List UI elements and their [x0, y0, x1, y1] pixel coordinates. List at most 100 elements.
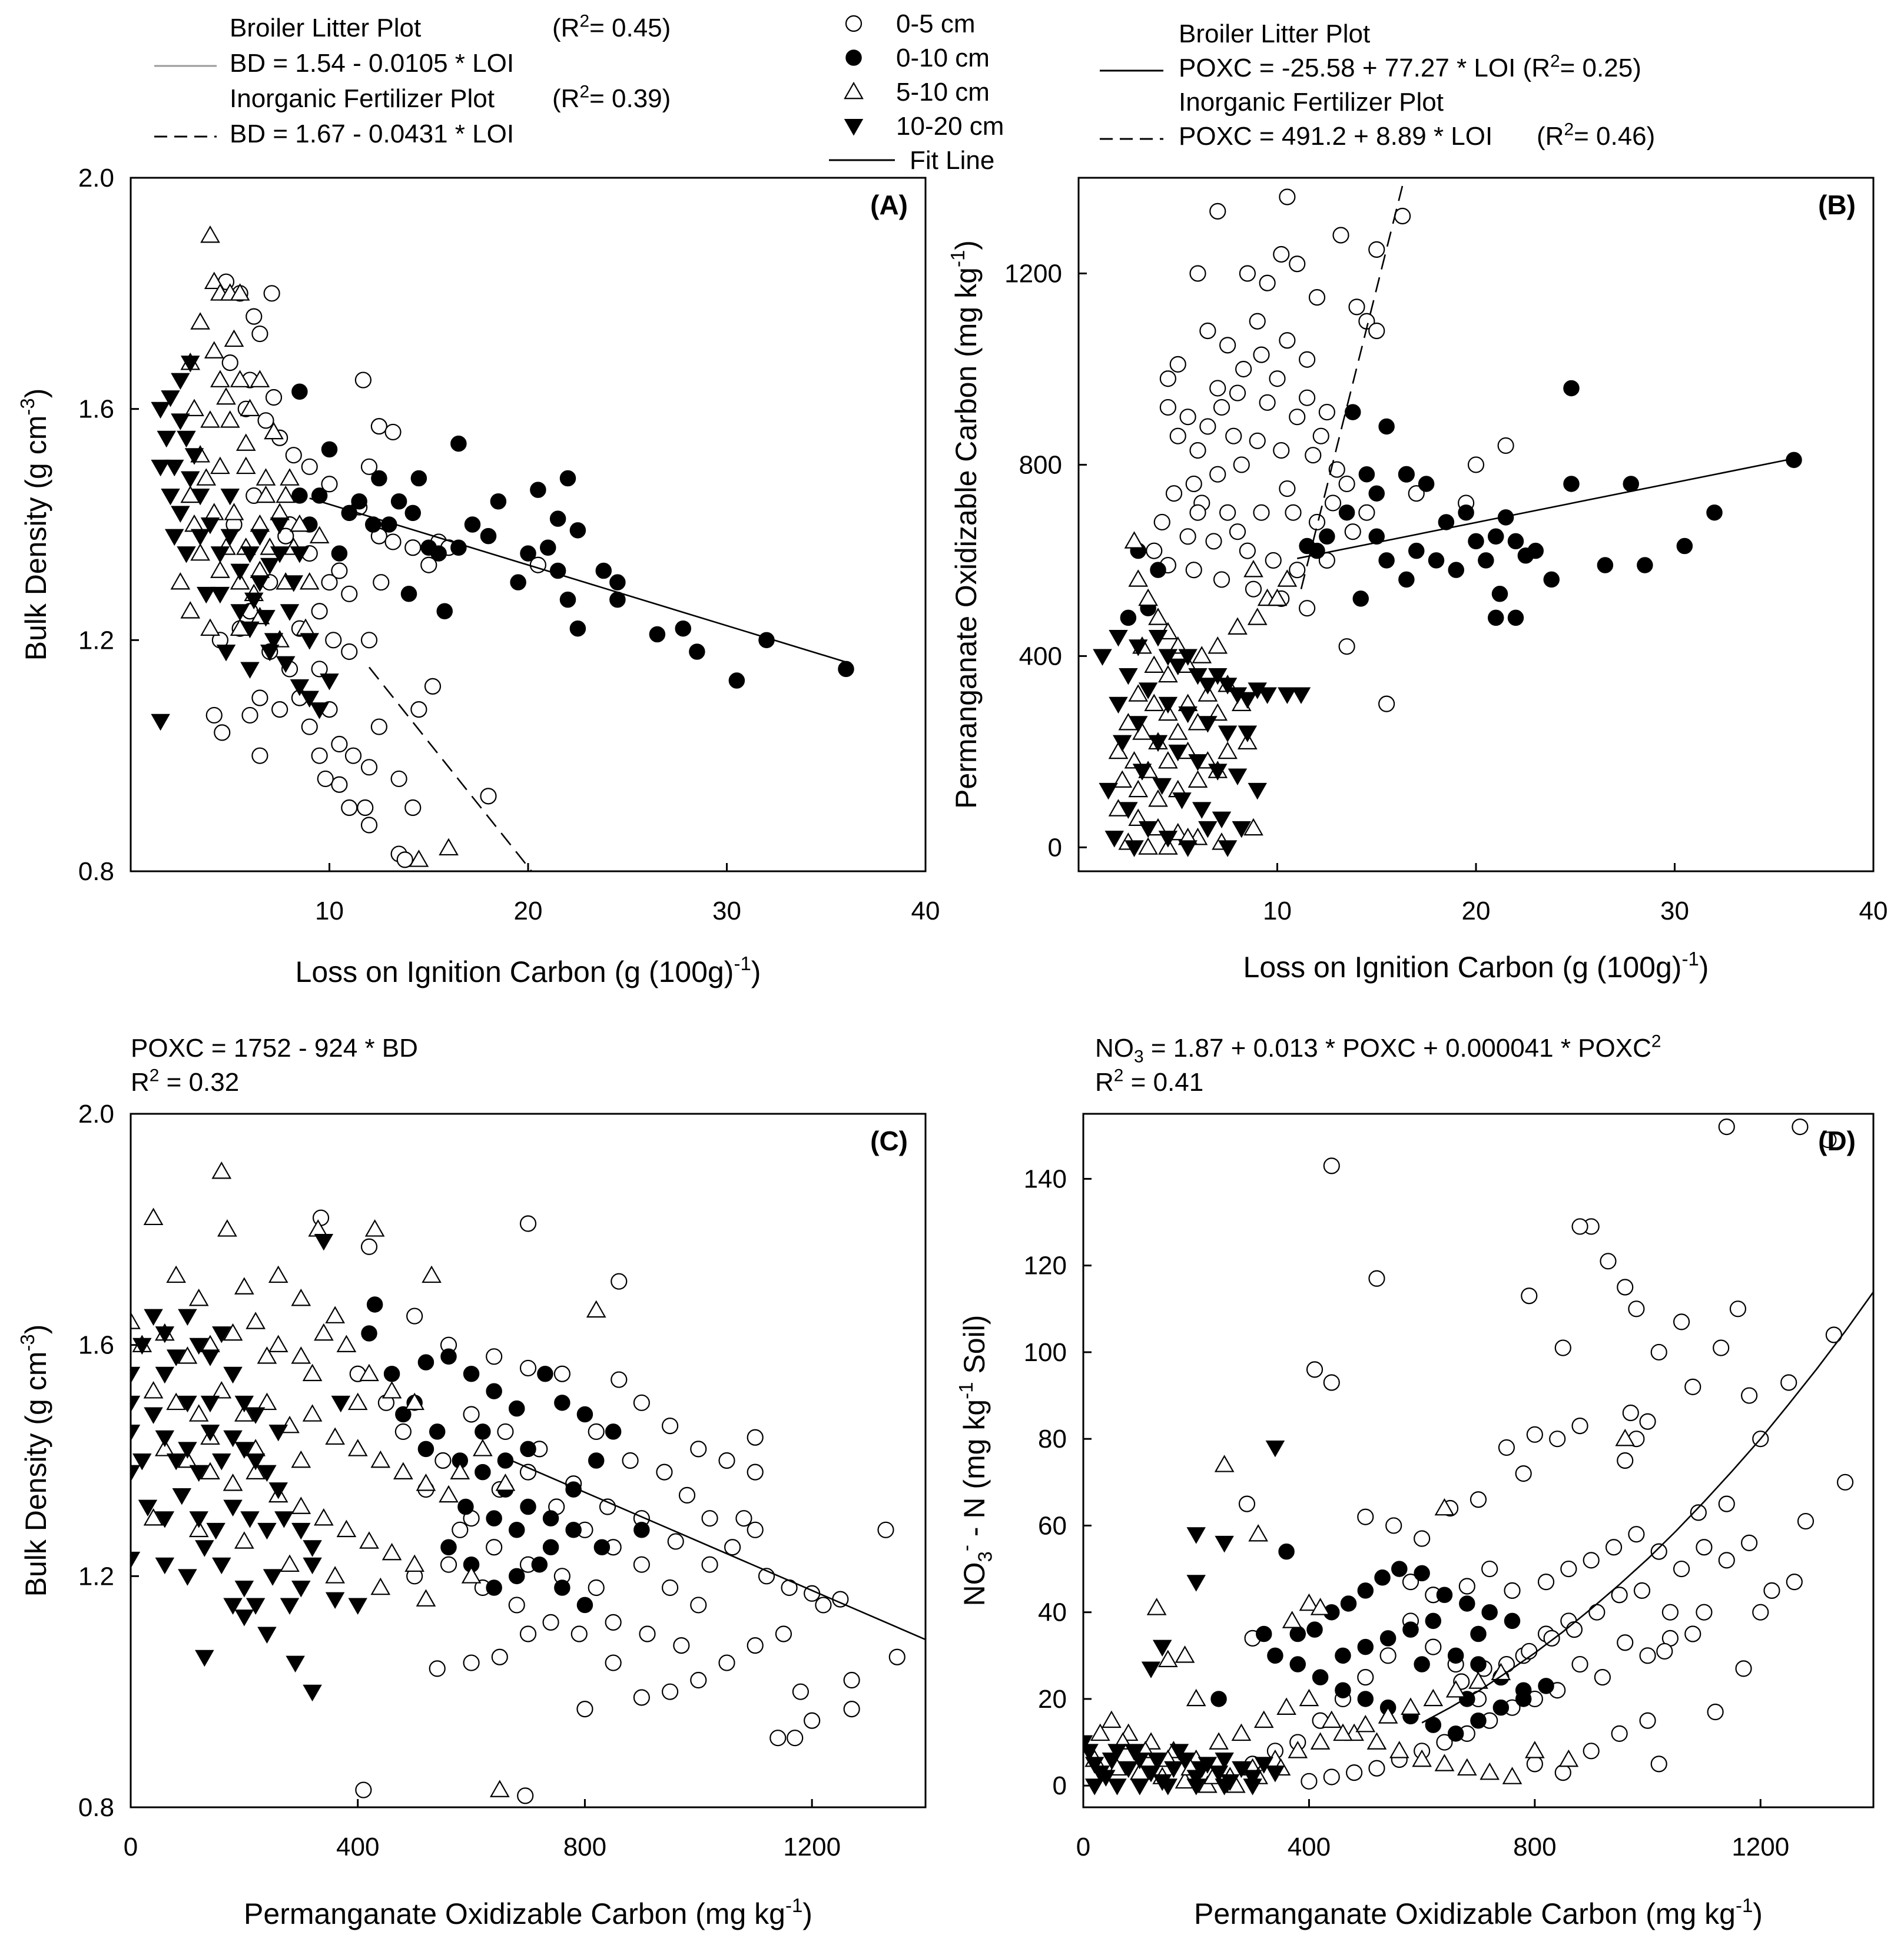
data-point	[1158, 696, 1178, 714]
data-point	[200, 225, 220, 243]
data-point	[1385, 1517, 1402, 1534]
data-point	[1107, 1778, 1127, 1796]
data-point	[416, 1589, 436, 1607]
data-point	[1253, 504, 1270, 521]
data-point	[611, 1273, 628, 1290]
data-point	[1478, 552, 1494, 569]
data-point	[1434, 1498, 1455, 1516]
data-point	[1401, 1697, 1421, 1715]
data-point	[131, 1395, 141, 1413]
data-point	[1199, 418, 1216, 435]
data-point	[815, 1597, 832, 1614]
data-point	[303, 1684, 322, 1702]
data-point	[747, 1521, 764, 1538]
data-point	[1639, 1647, 1656, 1664]
data-point	[178, 1442, 197, 1459]
data-point	[588, 1423, 605, 1441]
data-point	[143, 1381, 164, 1399]
data-point	[491, 1648, 508, 1665]
annotation-title: Inorganic Fertilizer Plot	[230, 84, 495, 113]
data-point	[1238, 1495, 1256, 1512]
data-point	[311, 603, 328, 620]
data-point	[1267, 588, 1288, 606]
data-point	[336, 1519, 357, 1538]
data-point	[1321, 1710, 1342, 1728]
data-point	[178, 1395, 197, 1413]
legend-label: 10-20 cm	[896, 112, 1004, 141]
data-point	[1215, 1535, 1234, 1553]
data-point	[188, 1288, 209, 1306]
data-point	[265, 389, 283, 406]
y-axis-label: NO3- - N (mg kg-1 Soil)	[955, 1315, 996, 1607]
data-point	[1597, 557, 1614, 573]
data-point	[1138, 588, 1158, 606]
x-tick-label: 40	[911, 897, 940, 925]
data-point	[131, 1366, 141, 1384]
data-point	[1102, 1710, 1122, 1728]
x-tick-label: 400	[336, 1833, 379, 1861]
data-point	[1378, 552, 1395, 569]
data-point	[1340, 1595, 1357, 1612]
data-point	[221, 354, 238, 371]
data-point	[212, 1326, 231, 1343]
data-point	[1148, 629, 1168, 647]
data-point	[1358, 466, 1375, 483]
series-0-10-cm	[1210, 1543, 1554, 1742]
data-point	[205, 706, 223, 724]
data-point	[251, 689, 268, 706]
data-point	[661, 1418, 679, 1435]
data-point	[1673, 1560, 1690, 1578]
plot-frame	[130, 1113, 927, 1808]
data-point	[1706, 504, 1723, 521]
data-point	[351, 493, 367, 510]
data-point	[188, 1519, 209, 1538]
y-tick-label: 40	[1038, 1598, 1067, 1627]
data-point	[189, 1511, 208, 1528]
data-point	[250, 514, 270, 532]
data-point	[1786, 1574, 1803, 1591]
data-point	[1212, 811, 1232, 829]
data-point	[390, 770, 407, 788]
data-point	[656, 1463, 673, 1481]
data-point	[1718, 1495, 1735, 1512]
data-point	[1159, 399, 1176, 416]
data-point	[1504, 1612, 1521, 1630]
x-tick-label: 30	[712, 897, 741, 925]
data-point	[251, 325, 268, 343]
data-point	[1157, 1650, 1178, 1667]
legend-label: 0-10 cm	[896, 44, 990, 72]
data-point	[1249, 432, 1266, 449]
data-point	[843, 1671, 860, 1689]
data-point	[554, 1579, 570, 1596]
data-point	[1583, 1743, 1600, 1760]
data-point	[1374, 1569, 1391, 1586]
regression-annotations: Broiler Litter Plot (R2= 0.45) BD = 1.54 -…	[154, 11, 671, 148]
data-point	[302, 1404, 323, 1422]
data-point	[1379, 1647, 1397, 1664]
annotation-equation: BD = 1.54 - 0.0105 * LOI	[230, 49, 514, 78]
data-point	[359, 1363, 379, 1382]
data-point	[690, 1441, 707, 1458]
data-point	[300, 691, 319, 708]
data-point	[1277, 569, 1298, 587]
data-point	[166, 1265, 186, 1283]
data-point	[246, 308, 263, 325]
x-tick-label: 800	[563, 1833, 606, 1861]
data-point	[486, 1383, 502, 1399]
data-point	[1355, 1714, 1376, 1733]
x-axis-label: Permanganate Oxidizable Carbon (mg kg-1)	[1194, 1894, 1763, 1930]
data-point	[166, 1349, 186, 1366]
data-point	[1502, 1767, 1522, 1784]
data-point	[1218, 678, 1238, 695]
data-point	[177, 1346, 198, 1364]
data-point	[1273, 245, 1290, 263]
data-point	[1186, 1527, 1206, 1544]
x-tick-label: 0	[1076, 1833, 1090, 1861]
data-point	[277, 527, 294, 545]
data-point	[220, 488, 240, 506]
data-point	[1504, 1582, 1521, 1599]
data-point	[325, 1427, 345, 1445]
data-point	[1425, 1612, 1442, 1630]
data-point	[370, 1577, 391, 1595]
data-point	[569, 620, 586, 637]
